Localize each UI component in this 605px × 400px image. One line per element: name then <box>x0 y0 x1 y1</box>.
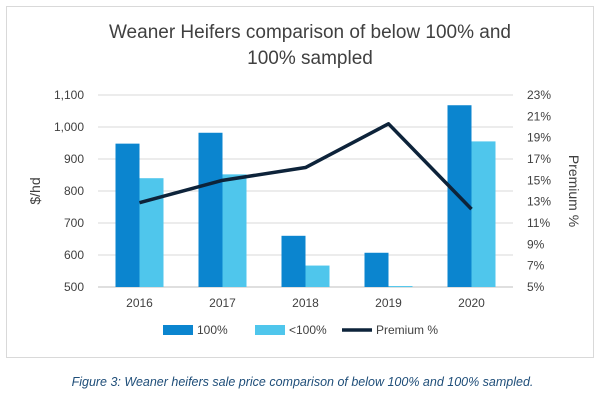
figure-caption: Figure 3: Weaner heifers sale price comp… <box>71 375 534 389</box>
y2-tick-label: 9% <box>527 237 545 251</box>
y2-tick-label: 11% <box>527 216 550 230</box>
bar-below-full-sampled <box>305 265 330 287</box>
y2-tick-label: 19% <box>527 131 551 145</box>
chart-title-line-2: 100% sampled <box>247 48 373 69</box>
y-tick-label: 700 <box>64 216 84 230</box>
legend-label: <100% <box>289 323 327 337</box>
y-axis-title: $/hd <box>27 177 43 204</box>
bar-full-sampled <box>115 143 140 287</box>
x-tick-label: 2017 <box>209 296 236 310</box>
y2-tick-label: 21% <box>527 109 551 123</box>
bar-full-sampled <box>281 235 306 287</box>
legend-label: Premium % <box>376 323 438 337</box>
chart-frame <box>6 6 594 358</box>
x-tick-label: 2016 <box>126 296 153 310</box>
y2-tick-label: 13% <box>527 195 551 209</box>
y2-tick-label: 5% <box>527 280 545 294</box>
x-tick-label: 2020 <box>458 296 485 310</box>
bar-below-full-sampled <box>222 174 247 287</box>
x-tick-label: 2019 <box>375 296 402 310</box>
y2-axis-title: Premium % <box>566 155 582 227</box>
y-tick-label: 800 <box>64 184 84 198</box>
legend-swatch <box>255 325 285 335</box>
y-tick-label: 500 <box>64 280 84 294</box>
y-tick-label: 1,100 <box>54 88 84 102</box>
bar-full-sampled <box>364 252 389 287</box>
premium-line <box>139 122 473 211</box>
x-tick-label: 2018 <box>292 296 319 310</box>
y2-tick-label: 15% <box>527 173 551 187</box>
bar-below-full-sampled <box>139 178 164 287</box>
chart-title-line-1: Weaner Heifers comparison of below 100% … <box>108 22 512 43</box>
legend-swatch <box>163 325 193 335</box>
chart-title: Weaner Heifers comparison of below 100% … <box>40 20 580 72</box>
y-tick-label: 1,000 <box>54 120 84 134</box>
y2-tick-label: 7% <box>527 259 545 273</box>
y-tick-label: 900 <box>64 152 84 166</box>
bar-below-full-sampled <box>388 286 413 288</box>
legend-label: 100% <box>197 323 228 337</box>
bar-full-sampled <box>198 132 223 287</box>
bar-below-full-sampled <box>471 141 496 287</box>
y2-tick-label: 23% <box>527 88 551 102</box>
y-tick-label: 600 <box>64 248 84 262</box>
y2-tick-label: 17% <box>527 152 551 166</box>
